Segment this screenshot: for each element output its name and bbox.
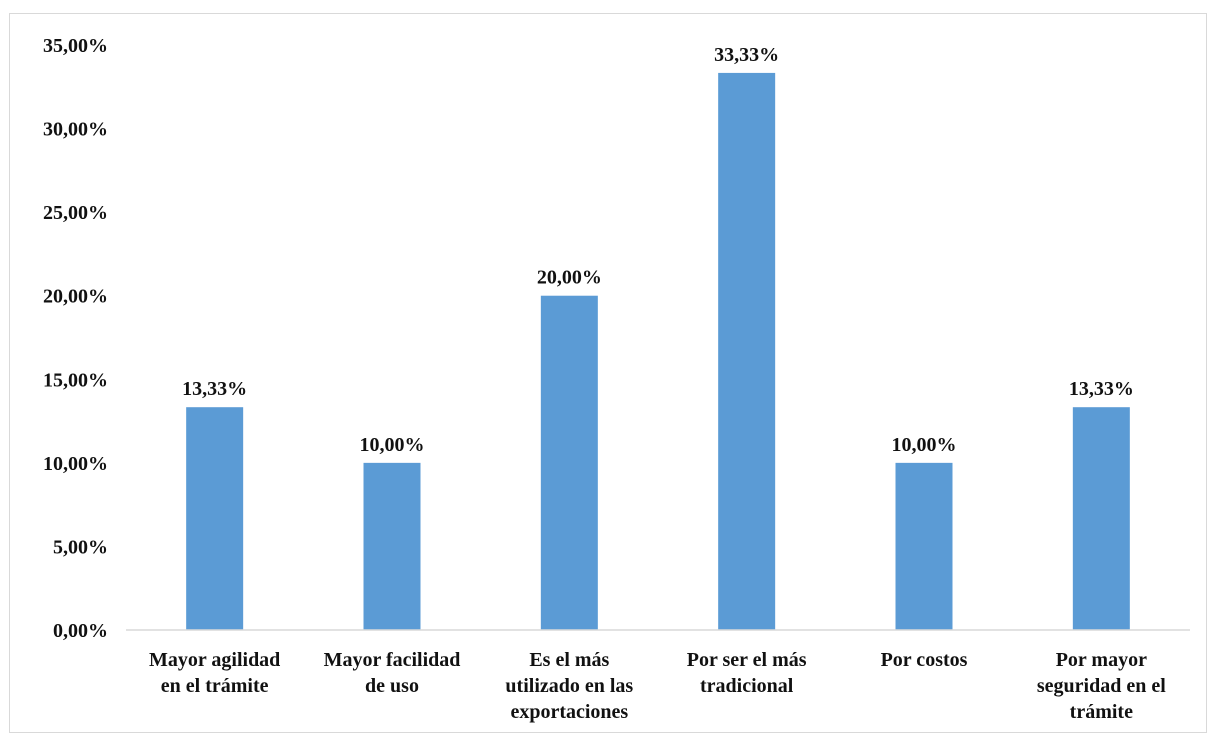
category-label: Por ser el más tradicional bbox=[687, 649, 807, 697]
category-label-line: seguridad en el bbox=[1037, 675, 1166, 697]
y-tick-label: 35,00% bbox=[43, 35, 108, 57]
y-tick-label: 25,00% bbox=[43, 202, 108, 224]
category-label-line: tradicional bbox=[700, 675, 794, 697]
bar bbox=[363, 462, 421, 630]
bars bbox=[186, 72, 1130, 631]
category-labels: Mayor agilidad en el trámite Mayor facilid… bbox=[149, 649, 1166, 723]
category-label: Por costos bbox=[881, 649, 968, 671]
data-labels: 13,33% 10,00% 20,00% 33,33% 10,00% 13,33% bbox=[182, 44, 1134, 456]
category-label: Por mayor seguridad en el trámite bbox=[1037, 649, 1166, 723]
category-label: Mayor agilidad en el trámite bbox=[149, 649, 280, 697]
category-label-line: en el trámite bbox=[161, 675, 269, 697]
y-tick-label: 20,00% bbox=[43, 286, 108, 308]
y-axis-tick-labels: 0,00% 5,00% 10,00% 15,00% 20,00% 25,00% 30,00%… bbox=[43, 35, 108, 642]
bar bbox=[186, 407, 244, 630]
category-label-line: Es el más bbox=[529, 649, 609, 671]
bar bbox=[895, 462, 953, 630]
bar-value-label: 13,33% bbox=[182, 378, 247, 400]
bar-value-label: 33,33% bbox=[714, 44, 779, 66]
category-label-line: exportaciones bbox=[510, 701, 628, 723]
y-tick-label: 15,00% bbox=[43, 369, 108, 391]
category-label: Mayor facilidad de uso bbox=[324, 649, 461, 697]
category-label-line: Por costos bbox=[881, 649, 968, 671]
category-label-line: Por mayor bbox=[1056, 649, 1147, 671]
category-label-line: utilizado en las bbox=[505, 675, 633, 697]
bar-value-label: 10,00% bbox=[360, 434, 425, 456]
bar bbox=[1072, 407, 1130, 630]
bar bbox=[540, 295, 598, 630]
y-tick-label: 5,00% bbox=[53, 536, 108, 558]
category-label-line: de uso bbox=[365, 675, 419, 697]
category-label: Es el más utilizado en las exportaciones bbox=[505, 649, 633, 723]
category-label-line: Por ser el más bbox=[687, 649, 807, 671]
y-tick-label: 0,00% bbox=[53, 620, 108, 642]
y-tick-label: 30,00% bbox=[43, 119, 108, 141]
category-label-line: trámite bbox=[1070, 701, 1133, 723]
y-tick-label: 10,00% bbox=[43, 453, 108, 475]
category-label-line: Mayor facilidad bbox=[324, 649, 461, 671]
bar-value-label: 20,00% bbox=[537, 267, 602, 289]
bar bbox=[718, 72, 776, 631]
category-label-line: Mayor agilidad bbox=[149, 649, 280, 671]
bar-value-label: 10,00% bbox=[892, 434, 957, 456]
bar-value-label: 13,33% bbox=[1069, 378, 1134, 400]
